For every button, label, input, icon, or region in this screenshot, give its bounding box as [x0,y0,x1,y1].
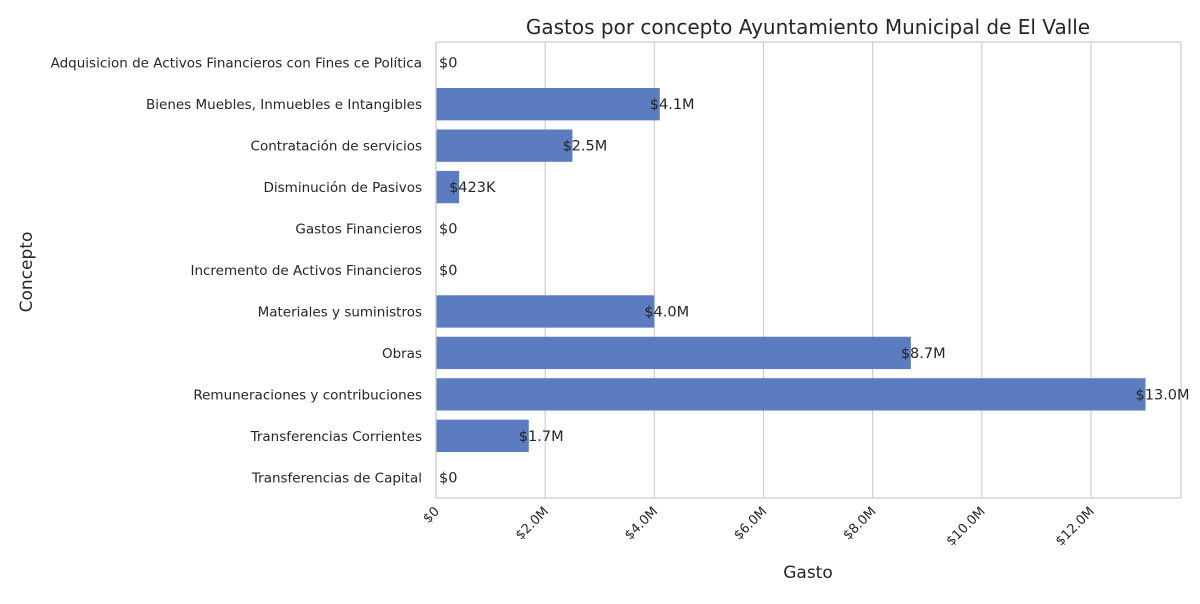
bar [436,129,573,162]
bar [436,170,460,204]
y-tick-label: Disminución de Pasivos [263,180,422,196]
data-label: $0 [439,56,457,72]
x-tick-labels: $0 $2.0M $4.0M $6.0M $8.0M $10.0M $12.0M [421,504,1098,549]
bar [436,378,1146,411]
bar [436,419,529,452]
data-label: $0 [439,222,457,238]
y-tick-label: Transferencias Corrientes [250,429,422,445]
data-labels: $0 $4.1M $2.5M $423K $0 $0 $4.0M $8.7M $13.0M $1.… [439,56,1190,487]
y-tick-label: Obras [382,346,422,362]
y-tick-labels: Adquisicion de Activos Financieros con F… [51,56,422,487]
data-label: $8.7M [901,346,946,362]
y-tick-label: Remuneraciones y contribuciones [193,387,422,403]
x-tick-label: $4.0M [622,504,661,543]
y-tick-label: Incremento de Activos Financieros [190,263,422,279]
data-label: $0 [439,470,457,486]
y-axis-title: Concepto [17,232,37,313]
data-label: $1.7M [519,429,564,445]
y-tick-label: Transferencias de Capital [251,470,422,486]
x-tick-label: $2.0M [513,504,552,543]
x-tick-label: $10.0M [944,504,989,549]
y-tick-label: Contratación de servicios [251,139,422,155]
bar [436,336,911,370]
x-tick-label: $6.0M [731,504,770,543]
x-tick-label: $12.0M [1053,504,1098,549]
x-tick-label: $0 [421,504,443,526]
x-tick-label: $8.0M [840,504,879,543]
bars [436,88,1146,452]
data-label: $4.1M [650,97,695,113]
y-tick-label: Bienes Muebles, Inmuebles e Intangibles [146,97,422,113]
data-label: $423K [449,180,496,196]
data-label: $0 [439,263,457,279]
data-label: $2.5M [562,139,607,155]
bar [436,88,660,121]
y-tick-label: Gastos Financieros [295,222,422,238]
data-label: $13.0M [1136,387,1190,403]
chart-title: Gastos por concepto Ayuntamiento Municip… [526,15,1090,39]
x-axis-title: Gasto [783,563,833,583]
data-label: $4.0M [644,304,689,320]
axes-frame [435,41,1182,499]
y-tick-label: Adquisicion de Activos Financieros con F… [51,56,422,72]
bar [436,295,655,328]
y-tick-label: Materiales y suministros [258,304,422,320]
